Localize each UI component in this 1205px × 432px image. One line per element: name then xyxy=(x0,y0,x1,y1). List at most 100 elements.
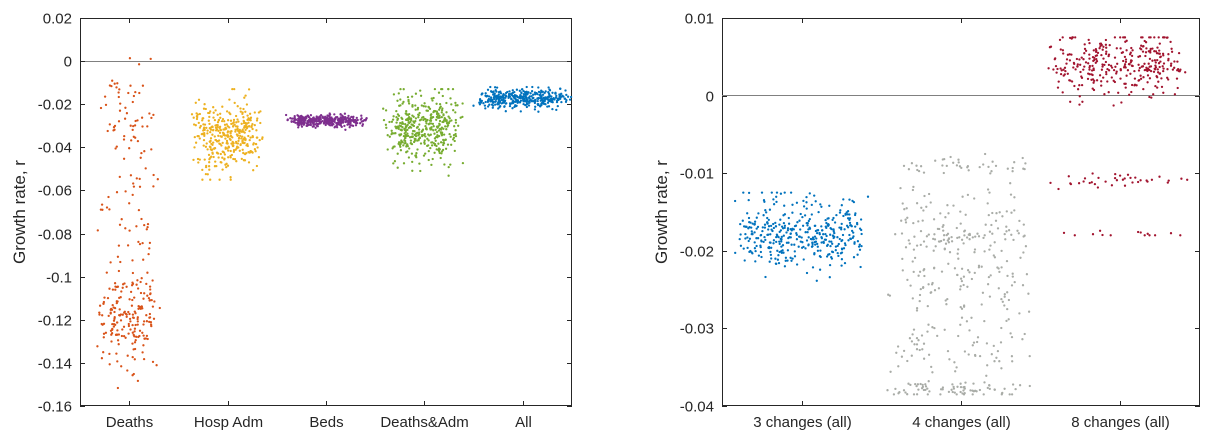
data-point xyxy=(892,393,896,396)
data-point xyxy=(122,325,126,328)
data-point xyxy=(499,92,503,95)
data-point xyxy=(216,113,219,116)
data-point xyxy=(104,331,108,334)
data-point xyxy=(982,236,985,240)
data-point xyxy=(841,233,845,237)
data-point xyxy=(1067,175,1070,178)
data-point xyxy=(397,92,400,95)
data-point xyxy=(942,224,945,227)
data-point xyxy=(217,129,220,133)
data-point xyxy=(339,116,342,119)
data-point xyxy=(397,127,400,130)
data-point xyxy=(1013,196,1016,199)
data-point xyxy=(411,169,414,172)
data-point xyxy=(569,95,573,99)
data-point xyxy=(407,100,410,103)
data-point xyxy=(440,111,443,114)
data-point xyxy=(1088,57,1091,60)
data-point xyxy=(240,157,243,161)
data-point xyxy=(754,249,757,253)
data-point xyxy=(118,296,121,300)
data-point xyxy=(1069,79,1072,82)
x-tick-label: Deaths&Adm xyxy=(380,414,468,431)
data-point xyxy=(236,105,239,108)
data-point xyxy=(133,341,137,344)
data-point xyxy=(912,221,915,225)
data-point xyxy=(445,111,448,114)
data-point xyxy=(108,287,111,290)
data-point xyxy=(1023,234,1026,237)
data-point xyxy=(1084,61,1088,64)
data-point xyxy=(121,313,124,316)
data-point xyxy=(411,132,414,135)
data-point xyxy=(895,351,898,354)
data-point xyxy=(919,382,922,386)
data-point xyxy=(1153,67,1156,70)
data-point xyxy=(209,156,212,159)
data-point xyxy=(966,193,970,197)
data-point xyxy=(125,315,128,318)
data-point xyxy=(206,132,209,135)
data-point xyxy=(333,126,336,129)
data-point xyxy=(537,110,540,113)
data-point xyxy=(488,103,491,106)
data-point xyxy=(1131,181,1134,184)
data-point xyxy=(429,133,432,136)
data-point xyxy=(331,120,335,123)
data-point xyxy=(439,141,443,144)
data-point xyxy=(922,286,925,289)
data-point xyxy=(248,118,251,122)
data-point xyxy=(901,202,904,205)
data-point xyxy=(412,140,416,144)
data-point xyxy=(1095,54,1099,57)
data-point xyxy=(303,117,306,120)
data-point xyxy=(116,360,119,363)
data-point xyxy=(913,343,916,346)
data-point xyxy=(340,125,343,129)
data-point xyxy=(229,149,232,153)
data-point xyxy=(848,213,851,216)
data-point xyxy=(1007,298,1011,302)
data-point xyxy=(998,360,1001,363)
data-point xyxy=(1104,60,1108,64)
data-point xyxy=(1082,68,1085,71)
data-point xyxy=(446,124,450,127)
data-point xyxy=(148,241,152,245)
data-point xyxy=(425,122,428,125)
data-point xyxy=(1106,80,1109,83)
data-point xyxy=(959,222,962,225)
data-point xyxy=(350,115,353,119)
data-point xyxy=(1175,77,1179,80)
data-point xyxy=(126,369,129,372)
data-point xyxy=(805,271,809,275)
data-point xyxy=(992,254,995,257)
data-point xyxy=(504,94,507,97)
data-point xyxy=(234,128,237,131)
data-point xyxy=(994,219,998,222)
data-point xyxy=(148,112,151,115)
data-point xyxy=(311,120,314,123)
data-point xyxy=(201,117,204,120)
data-point xyxy=(744,237,747,240)
data-point xyxy=(915,336,919,340)
data-point xyxy=(826,243,829,246)
data-point xyxy=(456,104,459,107)
data-point xyxy=(1087,62,1090,65)
data-point xyxy=(810,203,813,207)
data-point xyxy=(959,288,962,291)
data-point xyxy=(196,157,200,161)
data-point xyxy=(969,389,972,392)
data-point xyxy=(151,360,155,364)
data-point xyxy=(241,139,244,143)
right-chart: 0.010-0.01-0.02-0.03-0.043 changes (all)… xyxy=(652,11,1200,431)
data-point xyxy=(1006,291,1009,294)
data-point xyxy=(1081,100,1084,103)
data-point xyxy=(438,119,442,123)
data-point xyxy=(756,237,760,240)
data-point xyxy=(1139,231,1142,234)
data-point xyxy=(804,231,807,234)
data-point xyxy=(529,92,532,95)
data-point xyxy=(354,124,358,127)
data-point xyxy=(1010,335,1014,339)
data-point xyxy=(759,233,763,237)
